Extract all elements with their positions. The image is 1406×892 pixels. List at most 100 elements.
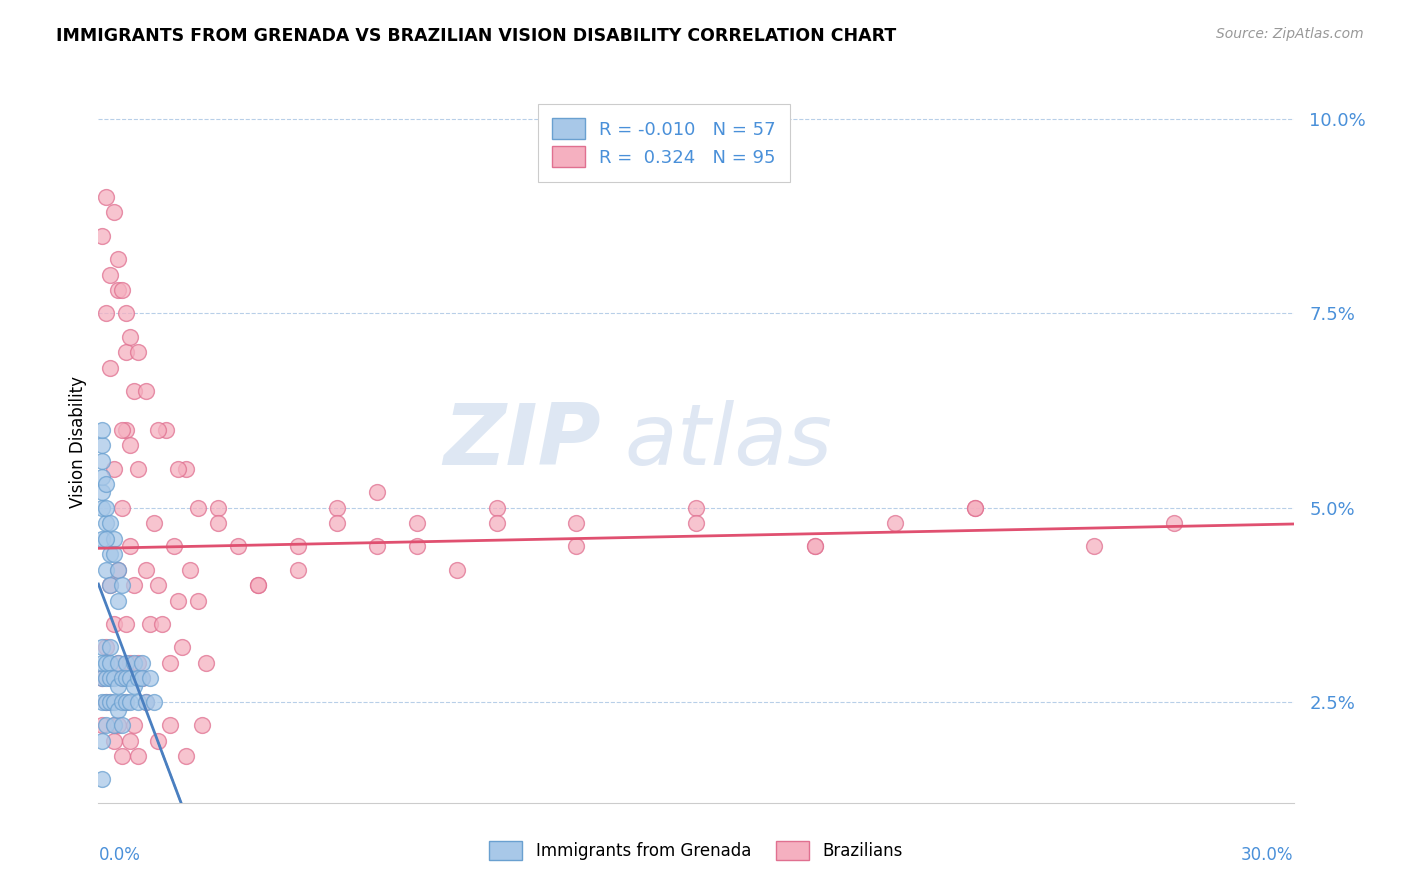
Point — [207, 500, 229, 515]
Point — [115, 656, 138, 670]
Point — [91, 640, 114, 655]
Point — [143, 516, 166, 530]
Point — [96, 306, 118, 320]
Point — [91, 695, 114, 709]
Point — [111, 500, 134, 515]
Point — [159, 656, 181, 670]
Text: Source: ZipAtlas.com: Source: ZipAtlas.com — [1216, 27, 1364, 41]
Point — [96, 500, 118, 515]
Text: IMMIGRANTS FROM GRENADA VS BRAZILIAN VISION DISABILITY CORRELATION CHART: IMMIGRANTS FROM GRENADA VS BRAZILIAN VIS… — [56, 27, 897, 45]
Point — [167, 461, 190, 475]
Point — [96, 695, 118, 709]
Point — [246, 578, 269, 592]
Point — [96, 640, 118, 655]
Point — [366, 485, 388, 500]
Point — [685, 516, 707, 530]
Point — [187, 500, 209, 515]
Point — [179, 563, 201, 577]
Point — [98, 268, 122, 282]
Point — [96, 672, 118, 686]
Point — [485, 516, 508, 530]
Point — [98, 547, 122, 561]
Point — [98, 672, 122, 686]
Point — [804, 540, 827, 554]
Point — [91, 469, 114, 483]
Point — [120, 438, 142, 452]
Point — [148, 733, 170, 747]
Point — [127, 461, 149, 475]
Point — [103, 718, 125, 732]
Point — [107, 563, 129, 577]
Point — [98, 578, 122, 592]
Point — [107, 594, 129, 608]
Point — [91, 733, 114, 747]
Point — [103, 617, 125, 632]
Point — [96, 695, 118, 709]
Point — [485, 500, 508, 515]
Point — [115, 617, 138, 632]
Point — [98, 695, 122, 709]
Point — [191, 718, 214, 732]
Point — [115, 672, 138, 686]
Point — [115, 345, 138, 359]
Point — [120, 329, 142, 343]
Point — [103, 672, 125, 686]
Point — [207, 516, 229, 530]
Point — [98, 360, 122, 375]
Point — [96, 477, 118, 491]
Point — [406, 516, 429, 530]
Point — [98, 516, 122, 530]
Legend: Immigrants from Grenada, Brazilians: Immigrants from Grenada, Brazilians — [482, 834, 910, 867]
Point — [804, 540, 827, 554]
Point — [124, 656, 146, 670]
Point — [107, 252, 129, 266]
Point — [127, 656, 149, 670]
Point — [287, 540, 309, 554]
Point — [148, 578, 170, 592]
Point — [884, 516, 907, 530]
Point — [446, 563, 468, 577]
Point — [103, 547, 125, 561]
Point — [103, 718, 125, 732]
Point — [565, 540, 588, 554]
Point — [326, 500, 349, 515]
Point — [111, 423, 134, 437]
Point — [107, 718, 129, 732]
Point — [107, 656, 129, 670]
Point — [91, 500, 114, 515]
Point — [91, 532, 114, 546]
Point — [406, 540, 429, 554]
Point — [107, 679, 129, 693]
Point — [98, 672, 122, 686]
Point — [124, 679, 146, 693]
Point — [111, 672, 134, 686]
Point — [963, 500, 986, 515]
Point — [91, 423, 114, 437]
Point — [115, 695, 138, 709]
Point — [98, 656, 122, 670]
Point — [103, 695, 125, 709]
Point — [96, 563, 118, 577]
Point — [127, 672, 149, 686]
Point — [111, 578, 134, 592]
Point — [120, 695, 142, 709]
Point — [174, 749, 197, 764]
Point — [131, 656, 153, 670]
Point — [91, 718, 114, 732]
Point — [91, 454, 114, 468]
Point — [111, 749, 134, 764]
Point — [91, 228, 114, 243]
Point — [103, 205, 125, 219]
Point — [131, 672, 153, 686]
Point — [120, 672, 142, 686]
Text: 0.0%: 0.0% — [98, 847, 141, 864]
Point — [124, 718, 146, 732]
Point — [135, 695, 157, 709]
Point — [98, 695, 122, 709]
Point — [135, 695, 157, 709]
Point — [91, 672, 114, 686]
Point — [963, 500, 986, 515]
Point — [103, 733, 125, 747]
Point — [143, 695, 166, 709]
Point — [246, 578, 269, 592]
